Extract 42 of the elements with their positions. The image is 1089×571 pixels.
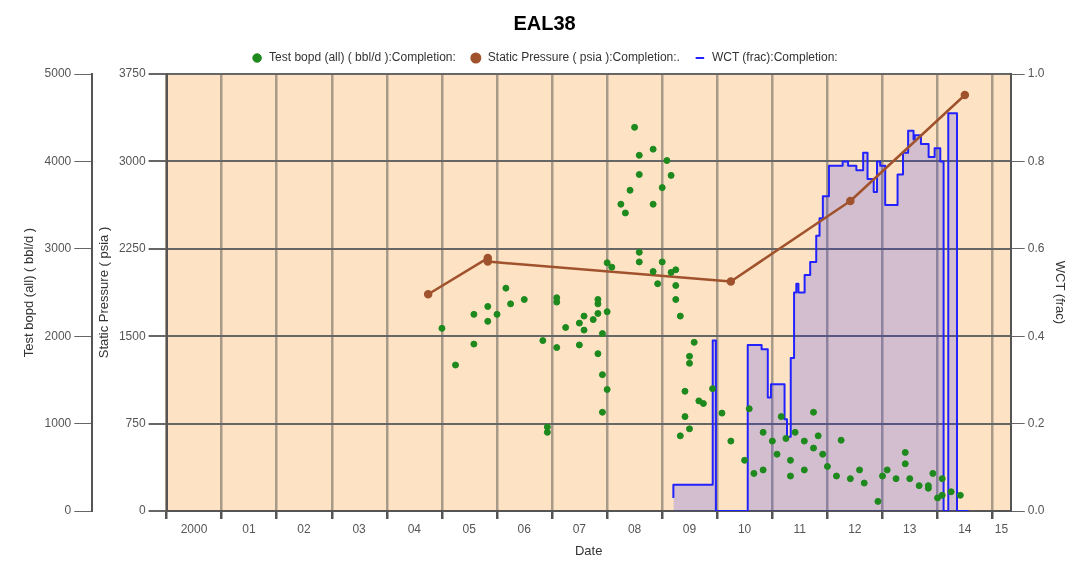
y2-tick-label: 2000 <box>44 328 72 343</box>
y-tick-label: 2250 <box>118 241 146 256</box>
y3-tick-label: 1.0 <box>1027 66 1045 81</box>
y2-tick-label: 4000 <box>44 153 72 168</box>
chart-title: EAL38 <box>513 11 576 34</box>
x-tick-label: 11 <box>793 521 807 536</box>
x-tick-label: 07 <box>572 521 587 536</box>
x-tick-label: 02 <box>297 521 312 536</box>
y3-tick-label: 0.8 <box>1027 153 1045 168</box>
y2-tick-label: 3000 <box>44 241 72 256</box>
x-tick-label: 12 <box>848 521 862 536</box>
x-tick-label: 04 <box>407 521 422 536</box>
legend-label: Test bopd (all) ( bbl/d ):Completion: <box>269 50 456 65</box>
x-tick-label: 01 <box>242 521 256 536</box>
y3-tick-label: 0.6 <box>1027 241 1045 256</box>
y2-axis-title: Test bopd (all) ( bbl/d ) <box>21 227 37 358</box>
x-tick-label: 10 <box>737 521 752 536</box>
y-tick-label: 3750 <box>118 66 146 81</box>
y3-axis-title: WCT (frac) <box>1052 260 1068 325</box>
y3-tick-label: 0.0 <box>1027 503 1045 518</box>
y2-tick-label: 5000 <box>44 66 72 81</box>
y3-tick-label: 0.2 <box>1027 415 1045 430</box>
y-tick-label: 3000 <box>118 153 146 168</box>
x-axis-title: Date <box>574 542 603 558</box>
x-tick-label: 03 <box>352 521 367 536</box>
y2-tick-label: 0 <box>64 503 72 518</box>
legend-label: Static Pressure ( psia ):Completion:. <box>487 50 680 65</box>
x-tick-label: 05 <box>462 521 477 536</box>
x-tick-label: 14 <box>958 521 972 536</box>
x-tick-label: 06 <box>517 521 532 536</box>
y-axis-title: Static Pressure ( psia ) <box>95 226 111 359</box>
y-tick-label: 1500 <box>118 328 146 343</box>
y-tick-label: 750 <box>125 415 146 430</box>
x-tick-label: 13 <box>903 521 917 536</box>
y2-tick-label: 1000 <box>44 415 72 430</box>
x-tick-label: 09 <box>682 521 697 536</box>
y-tick-label: 0 <box>138 503 146 518</box>
y3-tick-label: 0.4 <box>1027 328 1045 343</box>
x-tick-label: 2000 <box>180 521 208 536</box>
x-tick-label: 08 <box>627 521 642 536</box>
legend-label: WCT (frac):Completion: <box>711 50 838 65</box>
x-tick-label: 15 <box>994 521 1009 536</box>
